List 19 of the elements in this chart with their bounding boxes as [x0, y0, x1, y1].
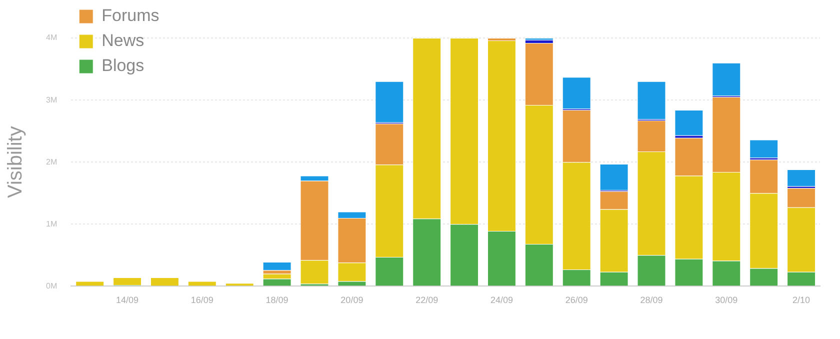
legend-label: Forums: [102, 6, 160, 26]
y-tick-label: 0M: [46, 281, 58, 290]
legend-label: Blogs: [102, 56, 144, 76]
x-tick-label: 20/09: [340, 295, 364, 306]
x-tick-label: 26/09: [565, 295, 588, 306]
x-tick-label: 16/09: [190, 295, 214, 306]
x-tick-label: 30/09: [715, 295, 738, 306]
y-tick-label: 4M: [46, 33, 58, 42]
y-tick-label: 3M: [46, 95, 58, 104]
x-tick-label: 22/09: [416, 295, 438, 306]
y-tick-label: 2M: [46, 157, 58, 166]
x-tick-label: 14/09: [116, 295, 139, 306]
y-axis-title: Visibility: [4, 126, 27, 198]
x-tick-label: 24/09: [490, 295, 513, 306]
x-tick-label: 2/10: [792, 295, 810, 306]
legend-label: News: [102, 31, 144, 50]
x-tick-label: 18/09: [266, 295, 288, 306]
x-tick-label: 28/09: [640, 295, 663, 306]
y-tick-label: 1M: [46, 219, 58, 228]
